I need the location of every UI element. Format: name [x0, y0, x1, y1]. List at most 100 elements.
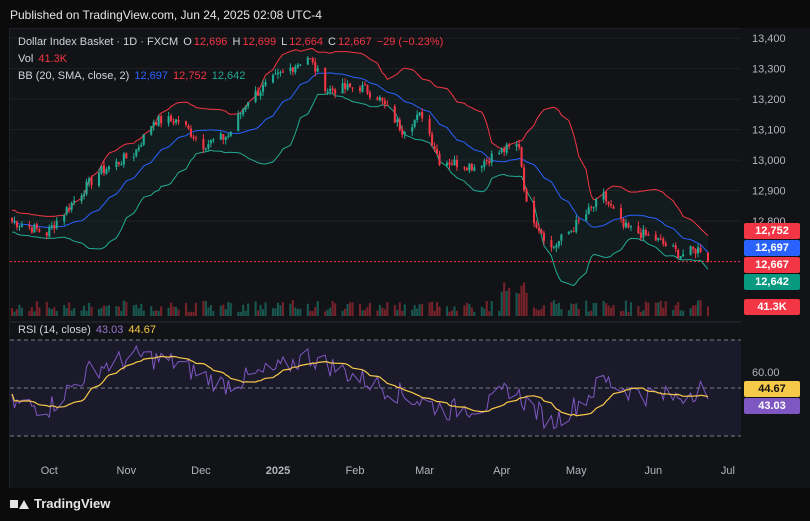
candle-body: [575, 220, 578, 232]
candle-body: [326, 91, 329, 93]
volume-bar: [624, 300, 628, 316]
volume-bar: [70, 310, 73, 316]
candle-body: [664, 243, 667, 247]
published-text: Published on TradingView.com, Jun 24, 20…: [10, 8, 322, 22]
candle-body: [219, 133, 222, 140]
candle-body: [172, 121, 175, 124]
volume-bar: [142, 310, 145, 316]
x-tick-label: Apr: [493, 465, 510, 477]
candle-body: [555, 245, 558, 248]
candle-body: [155, 122, 158, 126]
x-tick-label: May: [566, 465, 587, 477]
bb-basis-value: 12,697: [134, 70, 168, 82]
candle-body: [117, 162, 120, 165]
volume-bar: [281, 302, 284, 316]
volume-bar: [257, 310, 260, 316]
candle-body: [465, 168, 468, 171]
volume-bar: [672, 309, 675, 316]
candle-body: [627, 223, 630, 228]
volume-bar: [639, 311, 642, 316]
candle-body: [35, 224, 38, 229]
candle-body: [505, 144, 508, 153]
volume-bar: [468, 303, 471, 316]
candle-body: [706, 252, 710, 262]
volume-bar: [125, 301, 128, 316]
candle-body: [351, 87, 354, 89]
candle-body: [291, 67, 294, 72]
candle-body: [518, 143, 521, 148]
bb-lower-line: [11, 92, 709, 286]
volume-bar: [363, 309, 367, 316]
candle-body: [428, 118, 431, 135]
volume-bar: [140, 303, 143, 316]
volume-value: 41.3K: [38, 53, 68, 65]
candle-body: [102, 165, 106, 174]
volume-bar: [523, 282, 526, 316]
candle-body: [642, 229, 645, 238]
candle-body: [644, 229, 647, 235]
bb-lower-value: 12,642: [211, 70, 246, 82]
volume-bar: [368, 302, 371, 316]
candle-body: [137, 147, 140, 151]
tradingview-logo[interactable]: TradingView: [10, 496, 110, 511]
candle-body: [470, 163, 473, 171]
volume-bar: [416, 308, 419, 316]
volume-bar: [488, 311, 491, 316]
candle-body: [585, 214, 588, 221]
volume-bar: [68, 302, 71, 316]
candle-body: [523, 167, 526, 191]
rsi-label[interactable]: RSI (14, close): [18, 324, 91, 336]
volume-bar: [90, 306, 93, 316]
volume-bar: [535, 309, 538, 316]
bb-label[interactable]: BB (20, SMA, close, 2): [18, 70, 130, 82]
volume-bar: [607, 305, 610, 316]
candle-body: [192, 136, 195, 139]
candle-body: [498, 152, 501, 154]
volume-bar: [483, 308, 486, 316]
candle-body: [262, 84, 265, 92]
candle-body: [438, 153, 441, 165]
candle-body: [202, 138, 205, 150]
candle-body: [550, 240, 553, 248]
volume-bar: [664, 301, 667, 316]
volume-bar: [150, 306, 153, 316]
volume-bar: [455, 310, 458, 316]
candle-body: [450, 164, 454, 166]
x-tick-label: Jun: [644, 465, 662, 477]
volume-bar: [65, 308, 68, 316]
volume-legend: Vol 41.3K: [18, 53, 69, 65]
volume-bar: [247, 303, 250, 316]
bb-basis-badge: 12,697: [744, 240, 800, 256]
volume-bar: [18, 304, 21, 316]
volume-bar: [107, 305, 110, 316]
volume-bar: [244, 310, 247, 316]
volume-bar: [575, 303, 578, 316]
volume-bar: [85, 310, 88, 316]
change-value: −29 (−0.23%): [376, 36, 444, 48]
x-tick-label: Jul: [721, 465, 735, 477]
volume-bar: [189, 311, 193, 316]
volume-bar: [254, 301, 257, 316]
volume-bar: [463, 305, 466, 316]
volume-bar: [610, 307, 613, 316]
volume-bar: [508, 287, 511, 316]
symbol-title[interactable]: Dollar Index Basket · 1D · FXCM: [18, 36, 179, 48]
volume-bar: [299, 308, 302, 316]
symbol-legend: Dollar Index Basket · 1D · FXCM O 12,696 …: [18, 36, 445, 48]
volume-bar: [381, 307, 384, 316]
candle-body: [542, 232, 545, 241]
candle-body: [309, 58, 312, 60]
volume-bar: [552, 300, 555, 316]
volume-bar: [33, 311, 36, 316]
candle-body: [212, 139, 215, 141]
candle-body: [490, 153, 493, 163]
candle-body: [485, 159, 488, 161]
candle-body: [48, 227, 51, 237]
volume-bar: [331, 301, 334, 316]
candle-body: [264, 82, 267, 86]
volume-label[interactable]: Vol: [18, 53, 34, 65]
candle-body: [55, 221, 58, 228]
candle-body: [279, 72, 282, 74]
volume-bar: [83, 305, 86, 316]
